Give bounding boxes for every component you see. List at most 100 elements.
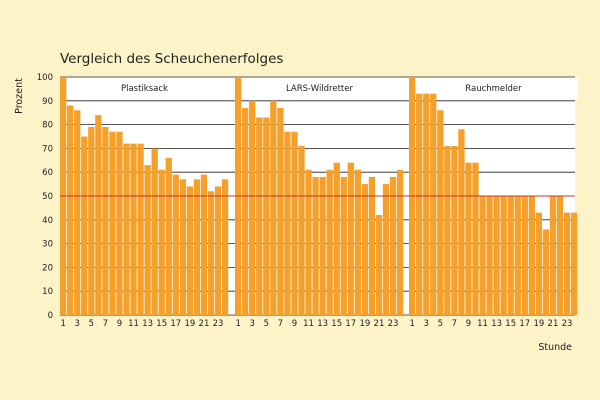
bar [479,196,486,315]
bar [109,131,116,315]
bar [528,196,535,315]
bar [158,169,165,315]
y-tick-label: 20 [42,263,53,273]
bar [465,162,472,315]
x-tick-label: 21 [374,319,385,329]
bar [179,179,186,315]
bar [396,169,404,315]
x-tick-label: 5 [438,319,443,329]
chart-title: Vergleich des Scheuchenerfolges [60,51,283,67]
panel-label: Rauchmelder [465,84,522,94]
x-tick-label: 23 [562,319,573,329]
bar [214,186,222,315]
panel-label: LARS-Wildretter [286,84,354,94]
x-tick-label: 21 [199,319,210,329]
bar [500,196,507,315]
panel-label-band [409,78,578,99]
x-tick-label: 21 [548,319,559,329]
x-tick-label: 13 [142,319,153,329]
bar [312,176,319,315]
bar [521,196,528,315]
bar [130,143,137,315]
x-tick-label: 15 [156,319,167,329]
bar [563,212,571,315]
y-tick-label: 70 [42,144,53,154]
x-tick-label: 9 [292,319,297,329]
y-tick-label: 50 [42,192,53,202]
y-tick-label: 10 [42,287,53,297]
bar [375,215,383,315]
x-tick-label: 7 [452,319,457,329]
bar [319,176,326,315]
bar [368,176,376,315]
x-tick-label: 13 [317,319,328,329]
bar [416,93,423,315]
bar [123,143,130,315]
x-tick-label: 1 [235,319,240,329]
bar [333,162,340,315]
bar [340,176,347,315]
bar [444,146,451,315]
bar [437,110,444,315]
bar [326,169,333,315]
bar [249,100,256,315]
x-tick-label: 11 [477,319,488,329]
bar [186,186,194,315]
x-tick-label: 19 [359,319,370,329]
x-tick-label: 19 [533,319,544,329]
bar [535,212,543,315]
bar [242,107,249,315]
bar [458,129,465,315]
bar [542,229,550,315]
plot-area: 0 10 20 30 40 50 60 70 80 90 100 Plastiksack LARS-Wi… [37,73,578,329]
bar [486,196,493,315]
bar [472,162,479,315]
x-tick-label: 3 [424,319,429,329]
x-tick-label: 5 [89,319,94,329]
bar [165,157,172,315]
bar [221,179,229,315]
bar [451,146,458,315]
panel-label-band [235,78,404,99]
bar [556,196,564,315]
bar [277,107,284,315]
x-tick-label: 9 [117,319,122,329]
x-tick-label: 17 [170,319,181,329]
y-axis-label: Prozent [14,78,25,114]
bar [95,115,102,315]
x-tick-label: 7 [278,319,283,329]
x-tick-label: 9 [466,319,471,329]
bar [284,131,291,315]
bar [144,165,151,315]
bar [507,196,514,315]
x-tick-label: 11 [128,319,139,329]
bar [570,212,578,315]
bar [67,105,74,315]
bar [270,100,277,315]
y-tick-label: 0 [48,311,53,321]
y-tick-label: 90 [42,97,53,107]
x-tick-label: 5 [264,319,269,329]
bar [207,191,215,315]
x-tick-label: 13 [491,319,502,329]
x-tick-label: 15 [505,319,516,329]
x-tick-label: 3 [75,319,80,329]
bar [361,184,369,315]
bar [172,174,179,315]
x-tick-label: 3 [250,319,255,329]
bar [514,196,521,315]
x-tick-label: 23 [213,319,224,329]
bar [116,131,123,315]
y-tick-label: 100 [37,73,53,83]
x-tick-label: 1 [60,319,65,329]
bar [382,184,390,315]
y-tick-label: 30 [42,240,53,250]
bar [200,174,208,315]
bar [193,179,201,315]
bar [81,136,88,315]
x-tick-label: 1 [409,319,414,329]
bar [305,169,312,315]
x-tick-label: 23 [388,319,399,329]
bar [291,131,298,315]
